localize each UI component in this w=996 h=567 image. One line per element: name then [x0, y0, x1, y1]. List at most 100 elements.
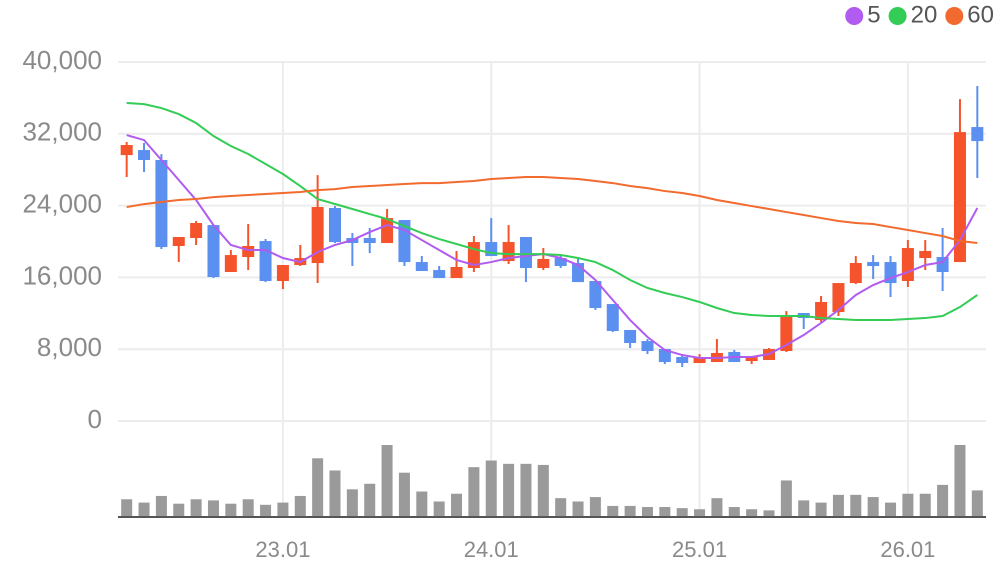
volume-bar	[659, 507, 671, 517]
candle-body	[450, 266, 463, 279]
volume-bar	[329, 470, 341, 517]
candle-body	[676, 357, 689, 364]
volume-bar	[572, 501, 584, 517]
y-tick-label: 8,000	[37, 332, 102, 362]
volume-bar	[954, 445, 966, 517]
candle-body	[207, 225, 220, 278]
candle-body	[815, 301, 828, 321]
candle-body	[172, 237, 185, 246]
volume-bar	[364, 483, 376, 517]
candle-body	[190, 223, 203, 238]
candle-body	[641, 341, 654, 351]
candle-body	[120, 145, 133, 156]
volume-bar	[381, 445, 393, 517]
volume-bar	[433, 501, 445, 517]
volume-bar	[694, 509, 706, 517]
volume-bar	[346, 489, 358, 517]
volume-bar	[711, 498, 723, 517]
volume-bar	[173, 503, 185, 517]
volume-bar	[798, 500, 810, 517]
volume-bar	[850, 494, 862, 517]
legend-marker	[888, 7, 907, 25]
ma-line	[126, 134, 979, 359]
candle-body	[519, 237, 532, 268]
candle-body	[901, 248, 914, 281]
volume-bar	[885, 502, 897, 517]
candle-body	[693, 357, 706, 364]
y-tick-label: 40,000	[22, 45, 102, 75]
y-tick-label: 0	[88, 404, 102, 434]
volume-bar	[832, 494, 844, 517]
volume-bar	[277, 502, 289, 517]
candle-body	[971, 127, 984, 142]
candle-body	[415, 262, 428, 272]
volume-bar	[294, 495, 306, 517]
y-tick-label: 32,000	[22, 117, 102, 147]
volume-bar	[971, 490, 983, 517]
candle-body	[329, 208, 341, 243]
ma-line	[126, 176, 978, 245]
volume-bar	[867, 497, 879, 517]
volume-bar	[589, 497, 601, 517]
volume-bar	[242, 499, 254, 517]
volume-bar	[676, 508, 688, 517]
y-tick-label: 16,000	[22, 260, 102, 290]
volume-bar	[468, 467, 480, 517]
candle-body	[867, 262, 880, 267]
candle-body	[953, 132, 966, 263]
candle-body	[363, 237, 376, 244]
legend-label: 5	[867, 1, 880, 28]
legend-label: 20	[911, 1, 938, 28]
volume-bar	[937, 484, 949, 517]
volume-bar	[155, 495, 167, 517]
legend-marker	[945, 7, 964, 25]
volume-bar	[260, 504, 272, 517]
x-tick-label: 24.01	[464, 537, 519, 562]
candle-body	[537, 259, 550, 268]
x-tick-label: 26.01	[880, 537, 935, 562]
volume-bar	[451, 493, 463, 517]
volume-bar	[815, 502, 827, 517]
volume-bar	[555, 498, 567, 517]
candle-body	[624, 329, 637, 344]
volume-bar	[503, 463, 515, 517]
candle-body	[276, 265, 289, 281]
volume-bar	[763, 510, 775, 517]
volume-bar	[312, 458, 324, 517]
candle-body	[936, 257, 949, 273]
candle-body	[259, 241, 272, 281]
candle-body	[138, 150, 151, 161]
legend-label: 60	[967, 1, 994, 28]
candle-body	[502, 242, 515, 262]
volume-bar	[138, 502, 150, 517]
volume-bar	[780, 480, 792, 517]
volume-bar	[190, 499, 202, 517]
candle-body	[433, 270, 446, 279]
candle-body	[554, 258, 567, 267]
volume-bar	[398, 472, 410, 517]
x-tick-label: 25.01	[672, 537, 727, 562]
y-tick-label: 24,000	[22, 188, 102, 218]
volume-bar	[485, 460, 497, 517]
candle-body	[224, 255, 237, 273]
candle-body	[398, 220, 411, 263]
volume-bar	[607, 505, 619, 517]
volume-bar	[121, 499, 133, 517]
volume-bar	[746, 509, 758, 517]
candle-body	[311, 207, 324, 264]
volume-bar	[919, 493, 931, 517]
volume-bar	[728, 507, 740, 517]
ma-line	[126, 102, 978, 322]
volume-bar	[207, 500, 219, 517]
candle-body	[155, 160, 168, 248]
candle-body	[242, 245, 255, 258]
volume-bar	[902, 493, 914, 517]
legend-marker	[845, 7, 864, 25]
volume-bar	[520, 463, 532, 517]
volume-bar	[641, 507, 653, 517]
candle-body	[919, 251, 932, 259]
x-tick-label: 23.01	[255, 537, 310, 562]
candle-body	[381, 218, 394, 244]
volume-bar	[537, 464, 549, 517]
